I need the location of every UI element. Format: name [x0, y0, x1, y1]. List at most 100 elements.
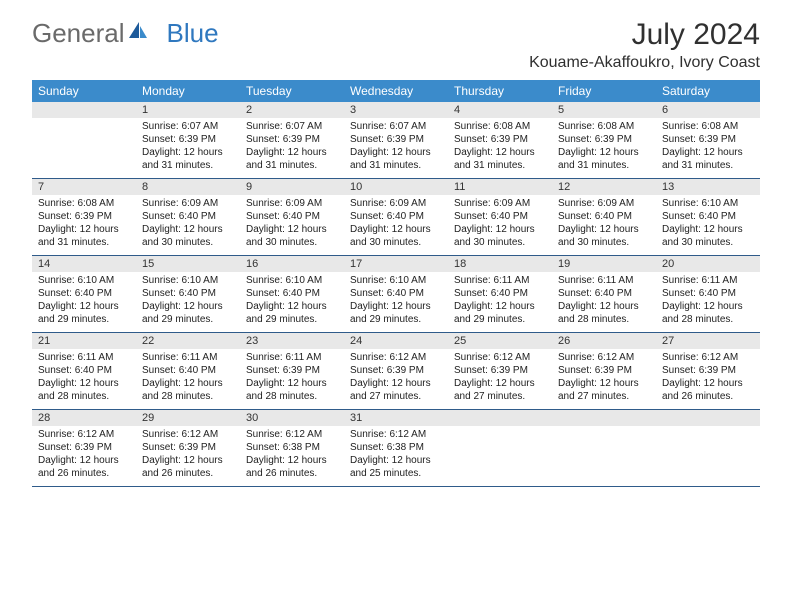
day-number: 28 [32, 410, 136, 426]
daylight-line: Daylight: 12 hours and 31 minutes. [246, 146, 338, 172]
daylight-line: Daylight: 12 hours and 29 minutes. [142, 300, 234, 326]
day-number: 17 [344, 256, 448, 272]
day-number: 6 [656, 102, 760, 118]
sunset-line: Sunset: 6:40 PM [142, 287, 234, 300]
day-number: 20 [656, 256, 760, 272]
day-cell-4: 4Sunrise: 6:08 AMSunset: 6:39 PMDaylight… [448, 102, 552, 179]
day-cell-15: 15 Sunrise: 6:10 AMSunset: 6:40 PMDayligh… [136, 256, 240, 333]
day-number: 3 [344, 102, 448, 118]
sunset-line: Sunset: 6:39 PM [246, 133, 338, 146]
empty-cell [552, 410, 656, 487]
day-details: Sunrise: 6:12 AMSunset: 6:38 PMDaylight:… [344, 426, 448, 486]
sunset-line: Sunset: 6:40 PM [246, 210, 338, 223]
day-cell-28: 28Sunrise: 6:12 AMSunset: 6:39 PMDayligh… [32, 410, 136, 487]
daylight-line: Daylight: 12 hours and 30 minutes. [350, 223, 442, 249]
sunrise-line: Sunrise: 6:08 AM [454, 120, 546, 133]
sunrise-line: Sunrise: 6:09 AM [246, 197, 338, 210]
day-details: Sunrise: 6:12 AMSunset: 6:39 PMDaylight:… [344, 349, 448, 409]
day-cell-7: 7Sunrise: 6:08 AMSunset: 6:39 PMDaylight… [32, 179, 136, 256]
sunset-line: Sunset: 6:40 PM [142, 364, 234, 377]
day-cell-19: 19Sunrise: 6:11 AMSunset: 6:40 PMDayligh… [552, 256, 656, 333]
day-number: 15 [136, 256, 240, 272]
day-details: Sunrise: 6:07 AMSunset: 6:39 PMDaylight:… [136, 118, 240, 178]
day-number: 12 [552, 179, 656, 195]
daylight-line: Daylight: 12 hours and 26 minutes. [246, 454, 338, 480]
day-details: Sunrise: 6:08 AMSunset: 6:39 PMDaylight:… [32, 195, 136, 255]
sunrise-line: Sunrise: 6:12 AM [558, 351, 650, 364]
day-details: Sunrise: 6:11 AMSunset: 6:40 PMDaylight:… [32, 349, 136, 409]
daylight-line: Daylight: 12 hours and 31 minutes. [142, 146, 234, 172]
calendar-row: 21Sunrise: 6:11 AMSunset: 6:40 PMDayligh… [32, 333, 760, 410]
sunset-line: Sunset: 6:39 PM [558, 133, 650, 146]
day-details: Sunrise: 6:12 AMSunset: 6:39 PMDaylight:… [136, 426, 240, 486]
day-number: 1 [136, 102, 240, 118]
sunset-line: Sunset: 6:40 PM [246, 287, 338, 300]
day-number: 4 [448, 102, 552, 118]
day-cell-13: 13Sunrise: 6:10 AMSunset: 6:40 PMDayligh… [656, 179, 760, 256]
sunrise-line: Sunrise: 6:12 AM [662, 351, 754, 364]
weekday-friday: Friday [552, 80, 656, 102]
sunset-line: Sunset: 6:40 PM [38, 287, 130, 300]
day-number: 31 [344, 410, 448, 426]
day-number: 24 [344, 333, 448, 349]
daylight-line: Daylight: 12 hours and 30 minutes. [142, 223, 234, 249]
day-number: 30 [240, 410, 344, 426]
day-cell-16: 16Sunrise: 6:10 AMSunset: 6:40 PMDayligh… [240, 256, 344, 333]
daylight-line: Daylight: 12 hours and 29 minutes. [454, 300, 546, 326]
weekday-sunday: Sunday [32, 80, 136, 102]
day-number: 5 [552, 102, 656, 118]
day-details: Sunrise: 6:11 AMSunset: 6:40 PMDaylight:… [552, 272, 656, 332]
weekday-header-row: SundayMondayTuesdayWednesdayThursdayFrid… [32, 80, 760, 102]
day-details: Sunrise: 6:11 AMSunset: 6:40 PMDaylight:… [448, 272, 552, 332]
day-number: 23 [240, 333, 344, 349]
sunrise-line: Sunrise: 6:08 AM [662, 120, 754, 133]
daylight-line: Daylight: 12 hours and 28 minutes. [558, 300, 650, 326]
header: General Blue July 2024 Kouame-Akaffoukro… [32, 18, 760, 72]
day-details: Sunrise: 6:09 AMSunset: 6:40 PMDaylight:… [240, 195, 344, 255]
day-details: Sunrise: 6:10 AMSunset: 6:40 PMDaylight:… [240, 272, 344, 332]
sunrise-line: Sunrise: 6:12 AM [142, 428, 234, 441]
sunrise-line: Sunrise: 6:12 AM [246, 428, 338, 441]
sunrise-line: Sunrise: 6:12 AM [350, 428, 442, 441]
day-cell-12: 12Sunrise: 6:09 AMSunset: 6:40 PMDayligh… [552, 179, 656, 256]
day-cell-21: 21Sunrise: 6:11 AMSunset: 6:40 PMDayligh… [32, 333, 136, 410]
day-cell-27: 27Sunrise: 6:12 AMSunset: 6:39 PMDayligh… [656, 333, 760, 410]
sunset-line: Sunset: 6:39 PM [558, 364, 650, 377]
day-details: Sunrise: 6:10 AMSunset: 6:40 PMDaylight:… [32, 272, 136, 332]
sunset-line: Sunset: 6:40 PM [454, 287, 546, 300]
day-number: 29 [136, 410, 240, 426]
day-details: Sunrise: 6:10 AMSunset: 6:40 PMDaylight:… [656, 195, 760, 255]
sunset-line: Sunset: 6:38 PM [350, 441, 442, 454]
sunrise-line: Sunrise: 6:11 AM [246, 351, 338, 364]
brand-logo: General Blue [32, 18, 219, 49]
daylight-line: Daylight: 12 hours and 31 minutes. [454, 146, 546, 172]
day-cell-11: 11Sunrise: 6:09 AMSunset: 6:40 PMDayligh… [448, 179, 552, 256]
title-block: July 2024 Kouame-Akaffoukro, Ivory Coast [529, 18, 760, 72]
sunrise-line: Sunrise: 6:11 AM [142, 351, 234, 364]
day-details: Sunrise: 6:09 AMSunset: 6:40 PMDaylight:… [344, 195, 448, 255]
day-cell-26: 26Sunrise: 6:12 AMSunset: 6:39 PMDayligh… [552, 333, 656, 410]
sunrise-line: Sunrise: 6:11 AM [38, 351, 130, 364]
daylight-line: Daylight: 12 hours and 27 minutes. [350, 377, 442, 403]
day-cell-23: 23Sunrise: 6:11 AMSunset: 6:39 PMDayligh… [240, 333, 344, 410]
day-number: 18 [448, 256, 552, 272]
day-number: 10 [344, 179, 448, 195]
day-number: 13 [656, 179, 760, 195]
daylight-line: Daylight: 12 hours and 31 minutes. [350, 146, 442, 172]
daylight-line: Daylight: 12 hours and 29 minutes. [246, 300, 338, 326]
day-details: Sunrise: 6:11 AMSunset: 6:40 PMDaylight:… [656, 272, 760, 332]
sunrise-line: Sunrise: 6:11 AM [558, 274, 650, 287]
calendar-row: 14Sunrise: 6:10 AMSunset: 6:40 PMDayligh… [32, 256, 760, 333]
sunrise-line: Sunrise: 6:11 AM [454, 274, 546, 287]
empty-cell [448, 410, 552, 487]
daylight-line: Daylight: 12 hours and 26 minutes. [38, 454, 130, 480]
day-cell-10: 10Sunrise: 6:09 AMSunset: 6:40 PMDayligh… [344, 179, 448, 256]
calendar-row: 7Sunrise: 6:08 AMSunset: 6:39 PMDaylight… [32, 179, 760, 256]
sunrise-line: Sunrise: 6:12 AM [38, 428, 130, 441]
sunrise-line: Sunrise: 6:09 AM [454, 197, 546, 210]
sunrise-line: Sunrise: 6:10 AM [142, 274, 234, 287]
brand-part2: Blue [167, 18, 219, 49]
day-details: Sunrise: 6:10 AMSunset: 6:40 PMDaylight:… [344, 272, 448, 332]
sunset-line: Sunset: 6:40 PM [558, 287, 650, 300]
day-details: Sunrise: 6:09 AMSunset: 6:40 PMDaylight:… [448, 195, 552, 255]
